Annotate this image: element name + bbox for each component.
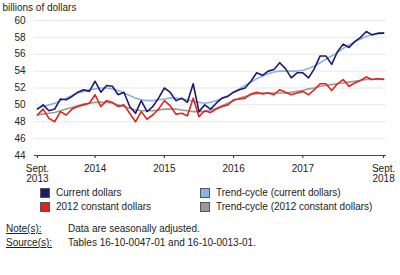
svg-text:Sept.2018: Sept.2018	[372, 163, 395, 184]
svg-text:2016: 2016	[222, 163, 245, 174]
svg-text:46: 46	[14, 133, 26, 144]
html-text:Current dollars: Current dollars	[56, 187, 122, 198]
html-text:2012 constant dollars: 2012 constant dollars	[56, 201, 152, 212]
html-text:Trend-cycle (current dollars): Trend-cycle (current dollars)	[216, 187, 341, 198]
svg-text:60: 60	[14, 15, 26, 26]
svg-text:56: 56	[14, 48, 26, 59]
svg-text:44: 44	[14, 150, 26, 161]
svg-text:2015: 2015	[153, 163, 176, 174]
svg-text:54: 54	[14, 65, 26, 76]
html-text:Source(s):: Source(s):	[6, 237, 53, 248]
svg-text:billions of dollars: billions of dollars	[3, 2, 77, 13]
svg-text:2014: 2014	[84, 163, 107, 174]
svg-text:50: 50	[14, 99, 26, 110]
svg-text:48: 48	[14, 116, 26, 127]
html-text:Data are seasonally adjusted.: Data are seasonally adjusted.	[68, 223, 200, 234]
html-text:Note(s):: Note(s):	[6, 223, 42, 234]
html-text:Tables 16-10-0047-01 and 16-10: Tables 16-10-0047-01 and 16-10-0013-01.	[68, 237, 256, 248]
svg-text:52: 52	[14, 82, 26, 93]
html-text:Trend-cycle (2012 constant dol: Trend-cycle (2012 constant dollars)	[216, 201, 373, 212]
svg-text:Sept.2013: Sept.2013	[26, 163, 49, 184]
svg-text:58: 58	[14, 32, 26, 43]
svg-text:2017: 2017	[292, 163, 315, 174]
